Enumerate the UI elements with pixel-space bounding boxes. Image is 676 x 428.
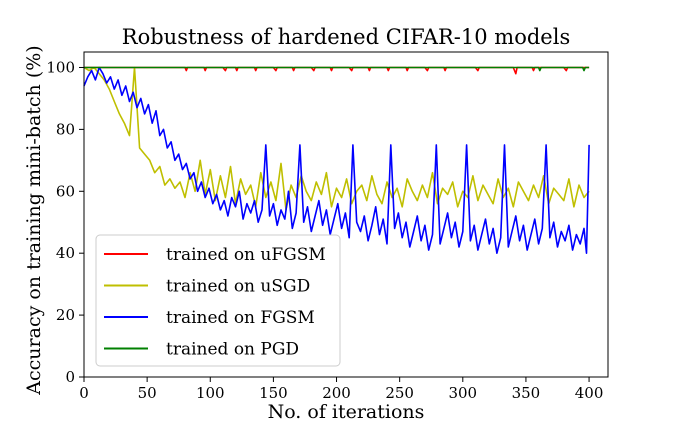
series-line-2 [83, 66, 590, 211]
x-tick-label: 100 [196, 384, 225, 402]
x-tick-label: 250 [385, 384, 414, 402]
y-tick-label: 20 [56, 306, 75, 324]
x-tick-label: 300 [448, 384, 477, 402]
legend: trained on uFGSM trained on uSGD trained o… [95, 234, 341, 367]
x-tick-label: 50 [138, 384, 157, 402]
y-tick-label: 60 [56, 182, 75, 200]
series-line-4 [84, 66, 590, 72]
plot-frame [83, 51, 609, 378]
y-axis-label: Accuracy on training mini-batch (%) [23, 45, 45, 395]
series-line-1 [84, 66, 590, 75]
legend-box [95, 234, 341, 367]
chart-title: Robustness of hardened CIFAR-10 models [122, 25, 570, 49]
y-tick-label: 40 [56, 244, 75, 262]
plot-area [83, 66, 590, 254]
y-tick-label: 0 [65, 368, 75, 386]
x-tick-label: 150 [259, 384, 288, 402]
x-axis-label: No. of iterations [268, 401, 425, 423]
series-line-3 [83, 66, 590, 254]
x-tick-label: 0 [79, 384, 89, 402]
legend-label-3: trained on FGSM [166, 308, 315, 328]
legend-label-1: trained on uFGSM [166, 245, 326, 265]
axes: 0 50 100 150 200 250 300 350 400 0 20 40 60 80 100 [46, 51, 609, 402]
y-tick-label: 100 [46, 58, 75, 76]
x-tick-label: 350 [512, 384, 541, 402]
x-tick-label: 200 [322, 384, 351, 402]
y-tick-label: 80 [56, 120, 75, 138]
legend-label-2: trained on uSGD [166, 277, 310, 297]
legend-label-4: trained on PGD [166, 340, 299, 360]
x-tick-label: 400 [575, 384, 604, 402]
